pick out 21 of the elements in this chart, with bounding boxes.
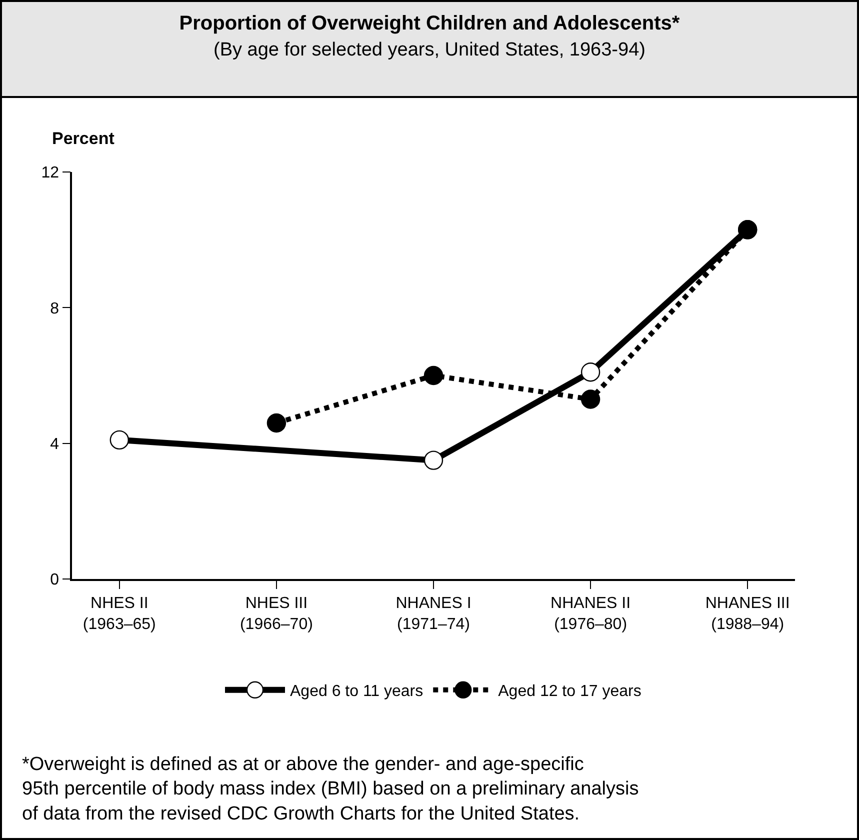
legend-label: Aged 12 to 17 years <box>498 683 642 700</box>
point <box>110 430 129 450</box>
chart-subtitle: (By age for selected years, United States, 1963-94) <box>214 39 646 60</box>
point <box>580 390 600 409</box>
y-tick-label: 4 <box>50 436 60 453</box>
x-tick-label: NHANES III (1988–94) <box>705 594 790 633</box>
y-tick-label: 12 <box>41 164 60 182</box>
y-axis-title: Percent <box>52 129 115 148</box>
y-tick-label: 8 <box>50 300 60 318</box>
text: *Overweight is defined as at or above the gender- and age-specific 95th percentile of body mass index (BMI) based on a preliminary analysis of data from the revised CDC Growth Charts for the United States. <box>22 754 639 824</box>
point <box>266 413 286 433</box>
chart-title: Proportion of Overweight Children and Adolescents* <box>179 12 680 34</box>
x-tick-label: NHES III (1966–70) <box>240 594 313 633</box>
point <box>580 362 600 382</box>
x-tick-label: NHES II (1963–65) <box>82 594 156 633</box>
x-tick-label: NHANES I (1971–74) <box>396 594 472 633</box>
y-tick-label: 0 <box>50 572 60 589</box>
x-tick-label: NHANES II (1976–80) <box>550 594 631 633</box>
legend-label: Aged 6 to 11 years <box>290 683 424 700</box>
point <box>424 450 444 470</box>
point <box>424 366 444 386</box>
